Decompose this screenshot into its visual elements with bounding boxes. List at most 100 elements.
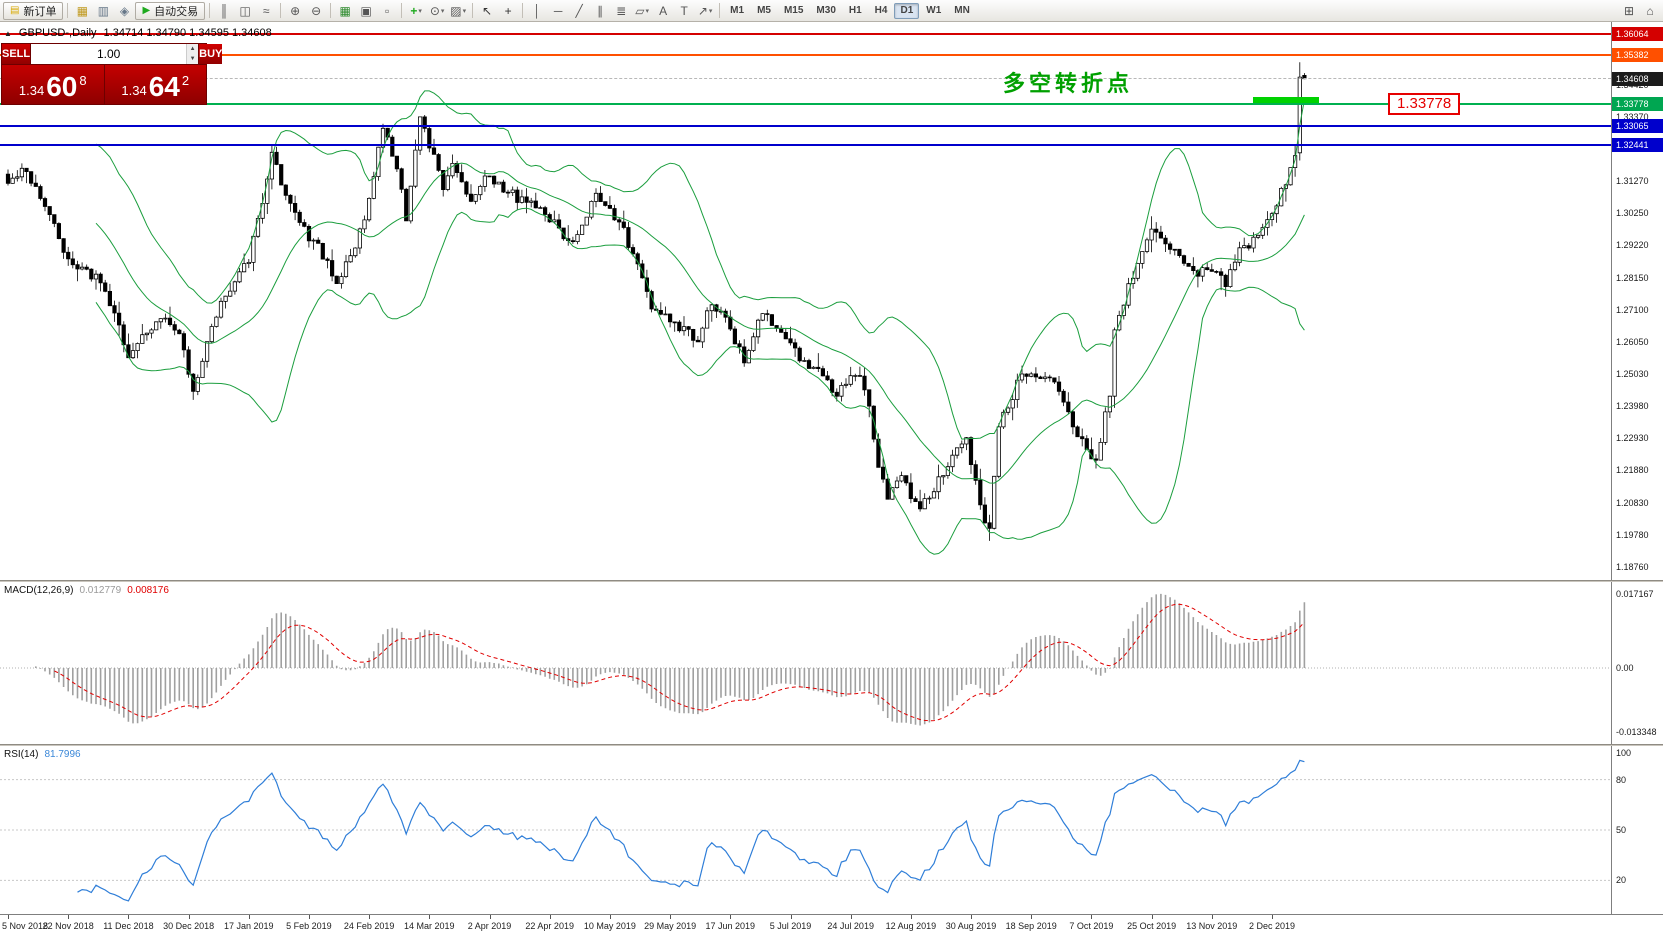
auto-trading-button[interactable]: ▶ 自动交易	[135, 1, 206, 20]
timeframe-button-d1[interactable]: D1	[894, 2, 920, 19]
price-chart-panel: ▲ GBPUSD-,Daily 1.34714 1.34790 1.34595 …	[0, 22, 1663, 580]
one-click-collapse-icon[interactable]: ▲	[4, 28, 12, 38]
channel-icon[interactable]: ∥	[590, 2, 610, 20]
lot-increase-button[interactable]: ▲	[187, 44, 199, 54]
macd-signal-value: 0.008176	[127, 585, 169, 596]
time-axis-tick	[609, 915, 611, 919]
bollinger-lower-band	[95, 207, 1305, 555]
bar-chart-icon[interactable]: ║	[214, 2, 234, 20]
sell-price-prefix: 1.34	[18, 83, 45, 98]
time-axis[interactable]: 5 Nov 2018 22 Nov 2018 11 Dec 2018 30 Dec 2…	[0, 914, 1663, 947]
timeframe-button-h4[interactable]: H4	[874, 5, 888, 16]
zoom-in-icon[interactable]: ⊕	[285, 2, 305, 20]
navigator-icon: ◈	[119, 3, 130, 18]
support-line-upper[interactable]	[0, 125, 1611, 128]
time-axis-label: 11 Dec 2018	[103, 921, 154, 931]
time-axis-label: 2 Apr 2019	[467, 921, 512, 931]
buy-price-pipette: 2	[181, 73, 190, 88]
line-chart-icon[interactable]: ≈	[256, 2, 276, 20]
price-scale-label: 1.19780	[1616, 530, 1649, 541]
templates-icon[interactable]: ▨ ▾	[448, 2, 468, 20]
current-price-line[interactable]	[0, 78, 1611, 80]
timeframe-button-m1[interactable]: M1	[730, 5, 745, 16]
main-toolbar: ▤ 新订单 ▦ ▥ ◈ ▶ 自动交易 ║ ◫ ≈ ⊕ ⊖ ▦ ▣ ▫ + ▾ ⊙ ▾ ▨ ▾ ↖ + │ ─ ╱ ∥ ≣ ▱ ▾ A T ↗ ▾ M…	[0, 0, 1663, 22]
macd-signal-line	[54, 603, 1305, 722]
vertical-line-icon[interactable]: │	[527, 2, 547, 20]
timeframe-button-m5[interactable]: M5	[757, 5, 771, 16]
chart-title: ▲ GBPUSD-,Daily 1.34714 1.34790 1.34595 …	[4, 27, 272, 39]
time-axis-tick	[128, 915, 130, 919]
price-callout-label[interactable]: 1.33778	[1388, 93, 1461, 116]
pivot-line[interactable]	[0, 103, 1611, 106]
tile-windows-icon: ▦	[339, 3, 351, 18]
chart-annotation-text[interactable]: 多空转折点	[1003, 72, 1134, 97]
time-axis-tick	[188, 915, 190, 919]
shapes-icon[interactable]: ▱ ▾	[632, 2, 652, 20]
buy-button[interactable]: BUY	[198, 44, 223, 64]
label-icon[interactable]: T	[674, 2, 694, 20]
arrows-icon[interactable]: ↗ ▾	[695, 2, 715, 20]
arrange-windows-icon[interactable]: ▫	[377, 2, 397, 20]
macd-scale[interactable]: 0.017167 0.00 -0.013348	[1611, 582, 1663, 744]
panel-splitter-2[interactable]	[0, 744, 1663, 746]
chart-symbol-period: GBPUSD-,Daily	[18, 27, 97, 39]
resistance-line-upper[interactable]	[0, 32, 1611, 35]
timeframe-button-w1[interactable]: W1	[926, 5, 942, 16]
lot-spinner: ▲ ▼	[186, 44, 199, 64]
sell-price[interactable]: 1.34 60 8	[2, 65, 105, 104]
data-window-icon[interactable]: ▥	[93, 2, 113, 20]
home-icon[interactable]: ⌂	[1640, 2, 1660, 20]
timeframe-button-m15[interactable]: M15	[783, 5, 804, 16]
timeframe-button-h1[interactable]: H1	[848, 5, 862, 16]
cascade-windows-icon[interactable]: ▣	[356, 2, 376, 20]
time-axis-tick	[308, 915, 310, 919]
bearish-candle-bodies	[5, 75, 1307, 529]
price-scale[interactable]: 1.344201.333701.312701.302501.292201.281…	[1611, 22, 1663, 580]
cursor-icon[interactable]: ↖	[477, 2, 497, 20]
auto-trading-button-label: 自动交易	[154, 5, 199, 18]
rsi-scale[interactable]: 100 80 50 20	[1611, 746, 1663, 914]
crosshair-icon[interactable]: +	[498, 2, 518, 20]
periods-icon[interactable]: ⊙ ▾	[427, 2, 447, 20]
time-axis-tick	[1031, 915, 1033, 919]
new-window-icon: ⊞	[1623, 3, 1635, 18]
panel-splitter-1[interactable]	[0, 580, 1663, 582]
fibonacci-icon[interactable]: ≣	[611, 2, 631, 20]
text-icon[interactable]: A	[653, 2, 673, 20]
lot-size-input[interactable]	[31, 44, 187, 64]
charts-icon[interactable]: ▦	[72, 2, 92, 20]
text-icon: A	[659, 3, 668, 18]
one-click-trading-panel: SELL ▲ ▼ BUY 1.34 60 8 1.34	[1, 43, 223, 105]
trendline-icon[interactable]: ╱	[569, 2, 589, 20]
support-line-lower[interactable]	[0, 144, 1611, 147]
macd-canvas[interactable]	[0, 582, 1611, 744]
time-axis-tick	[1211, 915, 1213, 919]
toolbar-separator	[719, 3, 721, 18]
support-highlight-segment[interactable]	[1253, 97, 1319, 104]
buy-price[interactable]: 1.34 64 2	[104, 65, 206, 104]
time-axis-label: 22 Apr 2019	[525, 921, 574, 931]
candlestick-chart-icon[interactable]: ◫	[235, 2, 255, 20]
new-window-icon[interactable]: ⊞	[1619, 2, 1639, 20]
timeframe-button-m30[interactable]: M30	[816, 5, 836, 16]
macd-main-value: 0.012779	[79, 585, 122, 596]
navigator-icon[interactable]: ◈	[114, 2, 134, 20]
lot-decrease-button[interactable]: ▼	[187, 54, 199, 64]
zoom-out-icon[interactable]: ⊖	[306, 2, 326, 20]
sell-button[interactable]: SELL	[2, 44, 32, 64]
indicators-icon[interactable]: + ▾	[406, 2, 426, 20]
tile-windows-icon[interactable]: ▦	[335, 2, 355, 20]
price-scale-label: 1.28150	[1616, 272, 1649, 283]
price-chart-canvas[interactable]	[0, 22, 1611, 580]
trendline-icon: ╱	[575, 3, 583, 18]
resistance-line-lower[interactable]	[0, 53, 1611, 56]
arrows-icon: ↗	[697, 3, 708, 18]
rsi-canvas[interactable]	[0, 746, 1611, 914]
horizontal-line-icon[interactable]: ─	[548, 2, 568, 20]
timeframe-button-mn[interactable]: MN	[954, 5, 970, 16]
rsi-name: RSI(14)	[4, 749, 39, 760]
time-axis-tick	[670, 915, 672, 919]
buy-price-big: 64	[148, 71, 180, 102]
new-order-button[interactable]: ▤ 新订单	[3, 1, 64, 20]
